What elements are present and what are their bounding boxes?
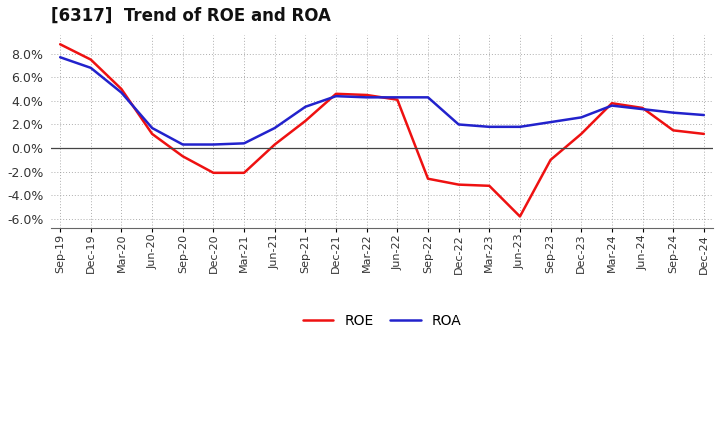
ROE [332,91,341,96]
ROA [362,95,371,100]
ROE [669,128,678,133]
ROA [700,112,708,117]
ROE [56,42,65,47]
ROA [516,124,524,129]
ROA [86,65,95,70]
ROE [148,131,156,136]
Text: [6317]  Trend of ROE and ROA: [6317] Trend of ROE and ROA [51,7,330,25]
ROE [700,131,708,136]
ROE [117,86,126,92]
ROA [209,142,217,147]
ROA [485,124,494,129]
ROE [423,176,432,181]
ROA [179,142,187,147]
ROE [393,97,402,103]
ROE [362,92,371,98]
ROA [332,94,341,99]
ROE [301,118,310,124]
ROE [271,142,279,147]
ROA [608,103,616,108]
ROE [638,105,647,110]
ROE [86,57,95,62]
ROE [454,182,463,187]
ROE [179,154,187,159]
ROA [240,141,248,146]
ROE [608,101,616,106]
ROA [393,95,402,100]
ROE [516,214,524,219]
ROE [240,170,248,176]
ROE [485,183,494,188]
ROA [638,106,647,112]
ROA [423,95,432,100]
ROA [546,120,555,125]
ROE [577,131,585,136]
ROA [56,55,65,60]
ROA [577,115,585,120]
ROA [148,125,156,131]
ROA [301,104,310,110]
ROA [454,122,463,127]
Line: ROE: ROE [60,44,704,216]
ROE [546,157,555,162]
Line: ROA: ROA [60,57,704,144]
ROA [271,125,279,131]
ROE [209,170,217,176]
ROA [669,110,678,115]
Legend: ROE, ROA: ROE, ROA [297,309,467,334]
ROA [117,90,126,95]
